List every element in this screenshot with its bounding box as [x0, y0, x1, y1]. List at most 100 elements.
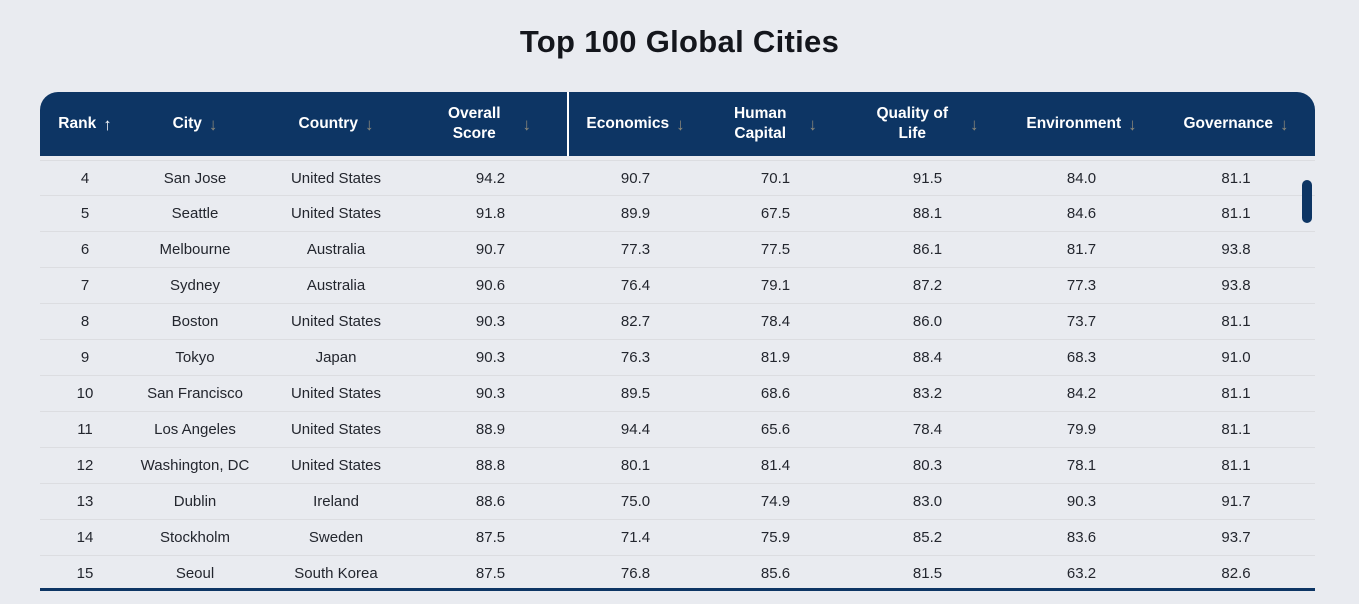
column-header-rank[interactable]: Rank ↑ — [40, 92, 130, 156]
cell-city: Seoul — [175, 565, 215, 582]
cell-country: United States — [290, 457, 382, 474]
column-header-human-capital[interactable]: Human Capital ↓ — [702, 92, 849, 156]
cell-country: Sweden — [308, 529, 364, 546]
cell-city: Dublin — [173, 493, 217, 510]
cell-economics: 76.8 — [620, 565, 651, 582]
cell-human-capital: 74.9 — [760, 493, 791, 510]
cell-rank: 8 — [80, 313, 90, 330]
cell-rank: 6 — [80, 241, 90, 258]
column-label-governance: Governance — [1183, 115, 1274, 133]
table-header-row: Rank ↑ City ↓ Country ↓ Overall Score ↓ Economics… — [40, 92, 1315, 156]
column-header-country[interactable]: Country ↓ — [260, 92, 412, 156]
cell-economics: 94.4 — [620, 421, 651, 438]
cell-governance: 81.1 — [1221, 421, 1251, 438]
column-header-governance[interactable]: Governance ↓ — [1157, 92, 1315, 156]
cell-rank: 5 — [80, 205, 90, 222]
page-title: Top 100 Global Cities — [519, 24, 840, 59]
table-row[interactable]: 9 Tokyo Japan 90.3 76.3 81.9 88.4 68.3 91.0 — [40, 340, 1315, 376]
sort-descending-icon[interactable]: ↓ — [522, 114, 532, 134]
cell-overall-score: 88.9 — [475, 421, 506, 438]
cell-rank: 12 — [76, 457, 94, 474]
table-row[interactable]: 13 Dublin Ireland 88.6 75.0 74.9 83.0 90.3 91.7 — [40, 484, 1315, 520]
cell-city: Sydney — [169, 277, 221, 294]
cell-city: Boston — [171, 313, 219, 330]
cell-governance: 93.8 — [1221, 277, 1251, 294]
table-row[interactable]: 4 San Jose United States 94.2 90.7 70.1 91.5 84… — [40, 160, 1315, 196]
sort-descending-icon[interactable]: ↓ — [808, 114, 818, 134]
cell-economics: 76.4 — [620, 277, 651, 294]
sort-descending-icon[interactable]: ↓ — [208, 114, 218, 134]
cell-quality-of-life: 85.2 — [912, 529, 943, 546]
global-cities-table: Rank ↑ City ↓ Country ↓ Overall Score ↓ Economics… — [40, 92, 1315, 591]
cell-governance: 93.8 — [1221, 241, 1251, 258]
column-header-city[interactable]: City ↓ — [130, 92, 260, 156]
table-row[interactable]: 10 San Francisco United States 90.3 89.5 68.6… — [40, 376, 1315, 412]
cell-quality-of-life: 91.5 — [912, 169, 943, 187]
cell-overall-score: 87.5 — [475, 565, 506, 582]
column-header-quality-of-life[interactable]: Quality of Life ↓ — [849, 92, 1006, 156]
sort-descending-icon[interactable]: ↓ — [1280, 114, 1289, 134]
cell-rank: 11 — [77, 421, 93, 438]
cell-country: United States — [290, 385, 382, 402]
cell-rank: 13 — [76, 493, 94, 510]
cell-city: Melbourne — [159, 241, 231, 258]
sort-ascending-icon[interactable]: ↑ — [103, 114, 112, 134]
sort-descending-icon[interactable]: ↓ — [364, 114, 374, 134]
cell-country: Australia — [306, 277, 366, 294]
column-header-overall-score[interactable]: Overall Score ↓ — [412, 92, 569, 156]
cell-governance: 81.1 — [1221, 385, 1251, 402]
cell-rank: 14 — [76, 529, 94, 546]
sort-descending-icon[interactable]: ↓ — [969, 114, 979, 134]
cell-human-capital: 68.6 — [760, 385, 791, 402]
cell-environment: 78.1 — [1066, 457, 1097, 474]
cell-country: Japan — [315, 349, 357, 366]
vertical-scrollbar-thumb[interactable] — [1302, 180, 1312, 223]
cell-quality-of-life: 88.1 — [912, 205, 943, 222]
column-header-economics[interactable]: Economics ↓ — [569, 92, 702, 156]
cell-economics: 76.3 — [620, 349, 651, 366]
table-row[interactable]: 7 Sydney Australia 90.6 76.4 79.1 87.2 77.3 93.8 — [40, 268, 1315, 304]
table-bottom-border — [40, 588, 1315, 591]
table-row[interactable]: 12 Washington, DC United States 88.8 80.1 81.… — [40, 448, 1315, 484]
cell-country: Ireland — [313, 493, 359, 510]
cell-rank: 15 — [76, 565, 94, 582]
cell-human-capital: 65.6 — [760, 421, 791, 438]
cell-governance: 93.7 — [1221, 529, 1251, 546]
column-header-environment[interactable]: Environment ↓ — [1006, 92, 1157, 156]
table-row[interactable]: 11 Los Angeles United States 88.9 94.4 65.6 78… — [40, 412, 1315, 448]
column-label-city: City — [172, 115, 202, 133]
cell-human-capital: 79.1 — [760, 277, 791, 294]
sort-descending-icon[interactable]: ↓ — [676, 114, 685, 134]
cell-environment: 77.3 — [1066, 277, 1097, 294]
cell-environment: 84.6 — [1066, 205, 1097, 222]
cell-city: Tokyo — [175, 349, 215, 366]
cell-environment: 73.7 — [1066, 313, 1097, 330]
column-label-overall-score: Overall Score — [447, 105, 501, 142]
table-row[interactable]: 14 Stockholm Sweden 87.5 71.4 75.9 85.2 83.6 93.… — [40, 520, 1315, 556]
cell-overall-score: 94.2 — [475, 169, 506, 187]
cell-governance: 91.0 — [1221, 349, 1251, 366]
cell-environment: 81.7 — [1066, 241, 1097, 258]
table-row[interactable]: 8 Boston United States 90.3 82.7 78.4 86.0 73.7… — [40, 304, 1315, 340]
cell-rank: 10 — [76, 385, 94, 402]
cell-country: United States — [290, 421, 382, 438]
cell-city: Los Angeles — [154, 421, 236, 438]
cell-quality-of-life: 81.5 — [912, 565, 943, 582]
cell-quality-of-life: 88.4 — [912, 349, 943, 366]
cell-overall-score: 90.6 — [475, 277, 506, 294]
column-label-human-capital: Human Capital — [733, 105, 787, 142]
table-row[interactable]: 15 Seoul South Korea 87.5 76.8 85.6 81.5 63.2 82… — [40, 556, 1315, 588]
cell-rank: 7 — [80, 277, 90, 294]
sort-descending-icon[interactable]: ↓ — [1128, 114, 1137, 134]
table-row[interactable]: 6 Melbourne Australia 90.7 77.3 77.5 86.1 81.7 9… — [40, 232, 1315, 268]
cell-overall-score: 87.5 — [475, 529, 506, 546]
cell-economics: 77.3 — [620, 241, 651, 258]
cell-environment: 79.9 — [1066, 421, 1097, 438]
cell-human-capital: 81.9 — [760, 349, 791, 366]
cell-rank: 9 — [80, 349, 90, 366]
table-row[interactable]: 5 Seattle United States 91.8 89.9 67.5 88.1 84.… — [40, 196, 1315, 232]
cell-overall-score: 90.3 — [475, 385, 506, 402]
cell-governance: 81.1 — [1221, 205, 1251, 222]
cell-overall-score: 90.3 — [475, 313, 506, 330]
cell-environment: 68.3 — [1066, 349, 1097, 366]
